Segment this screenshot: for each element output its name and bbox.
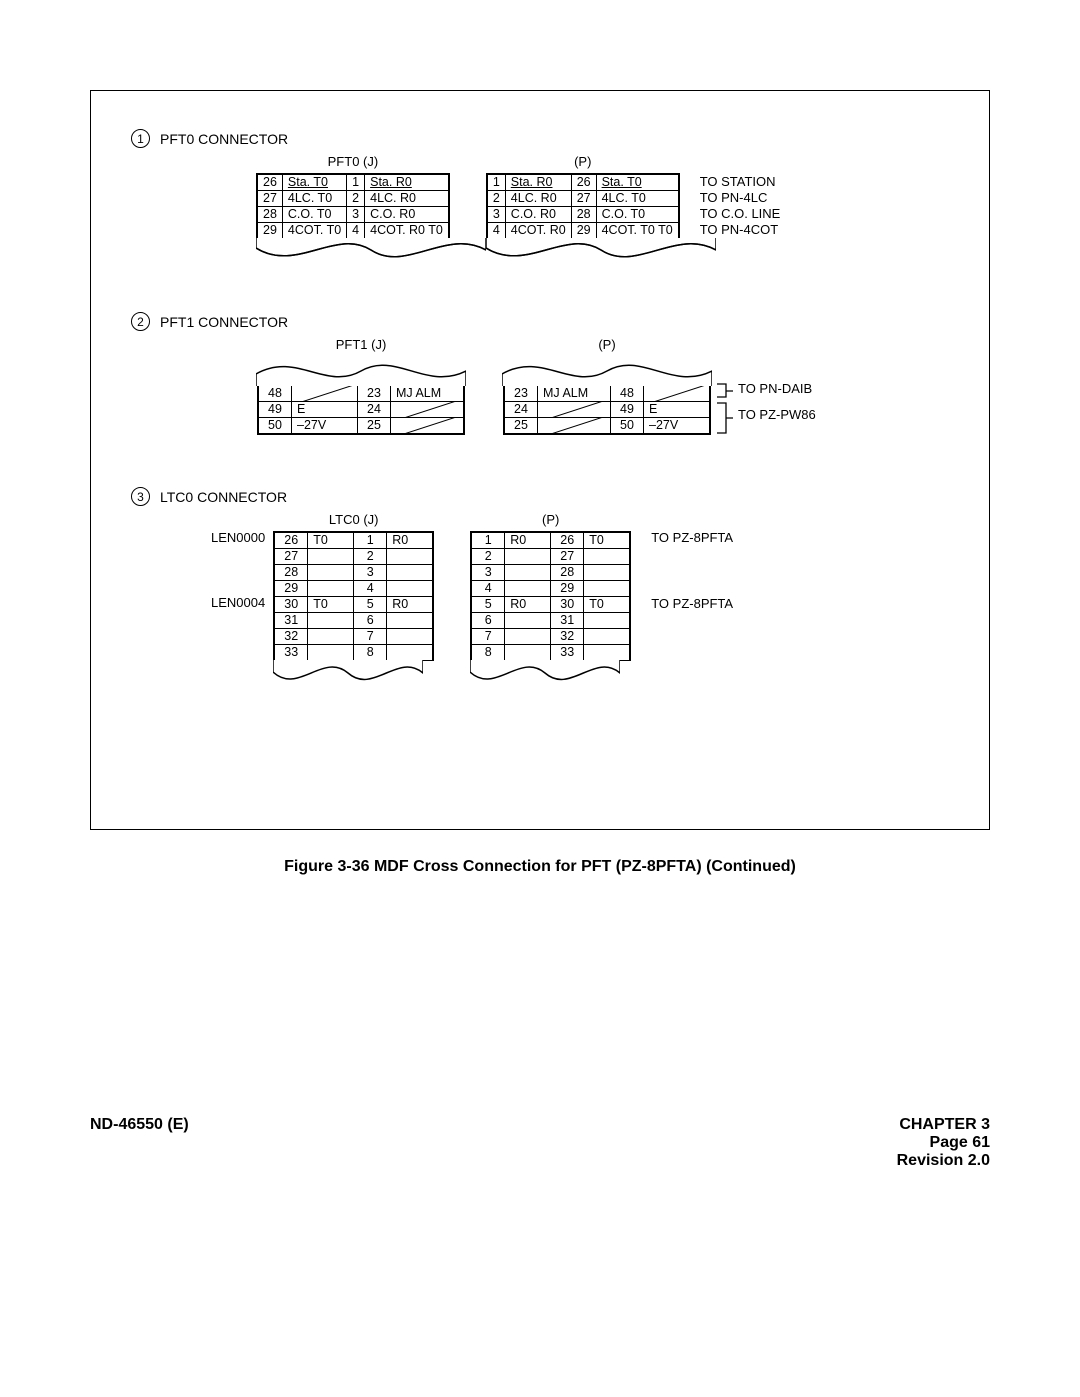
- section3-num: 3: [131, 487, 150, 506]
- section2-header: 2 PFT1 CONNECTOR: [131, 312, 989, 331]
- section3-title: LTC0 CONNECTOR: [160, 489, 287, 505]
- section1-right-wave: [486, 238, 680, 272]
- section1-left-header: PFT0 (J): [328, 154, 379, 169]
- section3-right-wave: [470, 660, 631, 694]
- section1-left-wave: [256, 238, 450, 272]
- section3-blocks: LEN0000 LEN0004 LTC0 (J) 26T01R0 272 283…: [211, 512, 989, 694]
- section2-num: 2: [131, 312, 150, 331]
- section3-left-header: LTC0 (J): [329, 512, 379, 527]
- diagram-frame: 1 PFT0 CONNECTOR PFT0 (J) 26Sta. T01Sta.…: [90, 90, 990, 830]
- section3-header: 3 LTC0 CONNECTOR: [131, 487, 989, 506]
- section2-left-header: PFT1 (J): [336, 337, 387, 352]
- section2-right-block: (P) 23MJ ALM48 2449E 2550–27V: [502, 337, 712, 435]
- section3-left-block: LTC0 (J) 26T01R0 272 283 294 30T05R0 316…: [273, 512, 434, 694]
- footer-chapter: CHAPTER 3: [897, 1116, 990, 1134]
- section2-left-block: PFT1 (J) 4823MJ ALM 49E24 50–27V25: [256, 337, 466, 435]
- section2-right-wave-top: [502, 356, 712, 386]
- section3-right-labels: TO PZ-8PFTA TO PZ-8PFTA: [651, 530, 733, 612]
- section2-blocks: PFT1 (J) 4823MJ ALM 49E24 50–27V25 (P): [256, 337, 989, 437]
- section2-title: PFT1 CONNECTOR: [160, 314, 288, 330]
- section1-title: PFT0 CONNECTOR: [160, 131, 288, 147]
- section1-left-table: 26Sta. T01Sta. R0 274LC. T024LC. R0 28C.…: [256, 173, 450, 239]
- section1-left-block: PFT0 (J) 26Sta. T01Sta. R0 274LC. T024LC…: [256, 154, 450, 272]
- footer-right: CHAPTER 3 Page 61 Revision 2.0: [897, 1116, 990, 1170]
- footer-page: Page 61: [897, 1134, 990, 1152]
- section1-right-header: (P): [574, 154, 591, 169]
- section2-left-wave-top: [256, 356, 466, 386]
- section2-right-labels: TO PN-DAIB TO PZ-PW86: [738, 381, 816, 423]
- section1-num: 1: [131, 129, 150, 148]
- section1-right-table: 1Sta. R026Sta. T0 24LC. R0274LC. T0 3C.O…: [486, 173, 680, 239]
- section3-left-table: 26T01R0 272 283 294 30T05R0 316 327 338: [273, 531, 434, 661]
- section1-right-labels: TO STATION TO PN-4LC TO C.O. LINE TO PN-…: [700, 174, 781, 238]
- section2-right-header: (P): [598, 337, 615, 352]
- page-footer: ND-46550 (E) CHAPTER 3 Page 61 Revision …: [90, 1116, 990, 1170]
- section3-right-table: 1R026T0 227 328 429 5R030T0 631 732 833: [470, 531, 631, 661]
- section3-left-wave: [273, 660, 434, 694]
- footer-rev: Revision 2.0: [897, 1152, 990, 1170]
- section2-right-table: 23MJ ALM48 2449E 2550–27V: [503, 385, 711, 435]
- section2-left-table: 4823MJ ALM 49E24 50–27V25: [257, 385, 465, 435]
- section1-right-block: (P) 1Sta. R026Sta. T0 24LC. R0274LC. T0 …: [486, 154, 680, 272]
- section3-left-labels: LEN0000 LEN0004: [211, 530, 265, 610]
- section1-blocks: PFT0 (J) 26Sta. T01Sta. R0 274LC. T024LC…: [256, 154, 989, 272]
- footer-doc: ND-46550 (E): [90, 1116, 189, 1170]
- section3-right-header: (P): [542, 512, 559, 527]
- section2-bracket: [716, 383, 734, 437]
- section3-right-block: (P) 1R026T0 227 328 429 5R030T0 631 732 …: [470, 512, 631, 694]
- figure-caption: Figure 3-36 MDF Cross Connection for PFT…: [90, 858, 990, 876]
- section1-header: 1 PFT0 CONNECTOR: [131, 129, 989, 148]
